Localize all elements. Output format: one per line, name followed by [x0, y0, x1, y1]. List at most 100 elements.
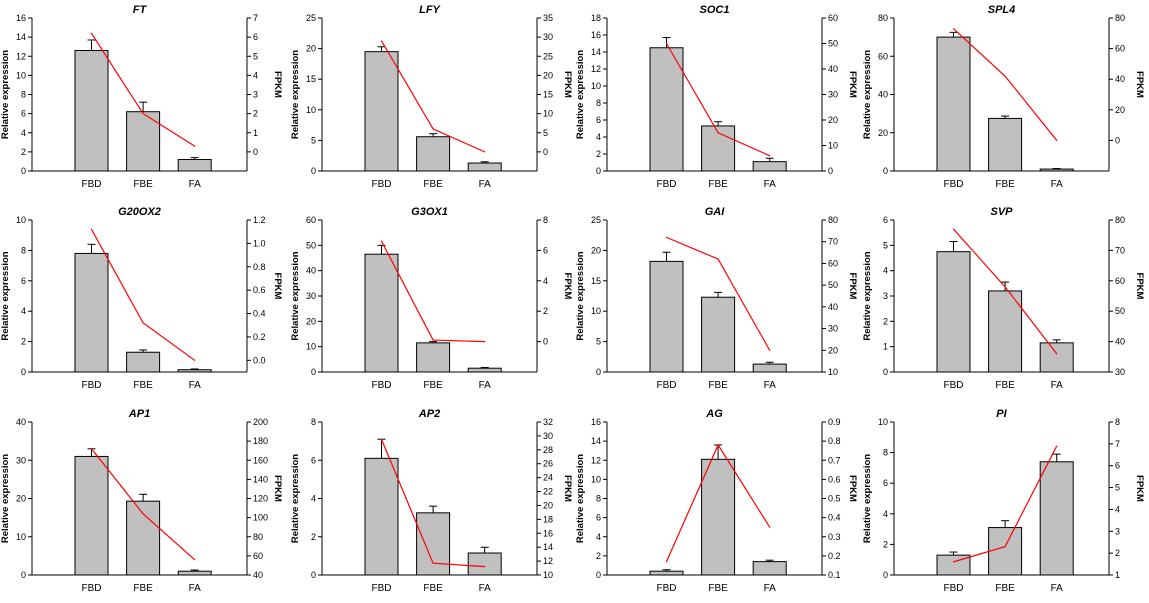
right-tick-label: 1.0 [253, 238, 266, 248]
y2-axis-label: FPKM [1134, 475, 1145, 502]
panel-title: AG [705, 408, 723, 420]
left-tick-label: 6 [21, 109, 26, 119]
right-tick-label: 5 [1115, 483, 1120, 493]
right-tick-label: 0 [543, 147, 548, 157]
right-tick-label: 60 [1115, 44, 1125, 54]
bar [1039, 461, 1074, 576]
left-tick-label: 2 [883, 316, 888, 326]
fpkm-point [90, 448, 93, 450]
y2-axis-label: FPKM [272, 71, 283, 98]
left-tick-label: 10 [16, 532, 26, 542]
right-tick-label: 0.9 [828, 417, 841, 427]
left-tick-label: 4 [21, 306, 26, 316]
fpkm-point [194, 145, 196, 147]
bar [74, 252, 109, 373]
y2-axis-label: FPKM [1134, 273, 1145, 300]
right-tick-label: 0.6 [828, 474, 841, 484]
right-tick-label: 14 [543, 542, 553, 552]
right-tick-label: 0 [543, 337, 548, 347]
y2-axis-label: FPKM [272, 273, 283, 300]
left-tick-label: 4 [883, 509, 888, 519]
fpkm-point [1056, 353, 1058, 355]
left-tick-label: 14 [591, 47, 601, 57]
category-label: FA [189, 380, 202, 391]
y2-axis-label: FPKM [847, 475, 858, 502]
y-axis-label: Relative expression [575, 454, 586, 543]
fpkm-point [952, 28, 955, 30]
left-tick-label: 10 [306, 342, 316, 352]
fpkm-point [432, 128, 434, 130]
right-tick-label: 2 [543, 306, 548, 316]
bar [988, 117, 1023, 172]
fpkm-point [1004, 75, 1006, 77]
category-label: FBD [372, 380, 392, 391]
right-tick-label: 160 [253, 455, 268, 465]
left-tick-label: 6 [21, 276, 26, 286]
left-tick-label: 25 [306, 13, 316, 23]
right-tick-label: 20 [828, 345, 838, 355]
right-tick-label: 80 [828, 215, 838, 225]
bar [988, 527, 1023, 576]
left-tick-label: 6 [596, 115, 601, 125]
bar [126, 351, 161, 373]
left-tick-label: 5 [311, 135, 316, 145]
left-tick-label: 10 [878, 417, 888, 427]
category-label: FA [479, 583, 492, 594]
y-axis-label: Relative expression [862, 454, 873, 543]
left-tick-label: 16 [16, 13, 26, 23]
left-tick-label: 0 [596, 570, 601, 580]
panel-title: AP2 [418, 408, 440, 420]
right-tick-label: 16 [543, 528, 553, 538]
category-label: FBE [423, 380, 443, 391]
left-tick-label: 50 [306, 240, 316, 250]
bar [752, 363, 787, 373]
category-label: FBE [708, 179, 728, 190]
category-label: FBE [708, 380, 728, 391]
bar [126, 111, 161, 172]
panel-title: FT [133, 4, 148, 16]
right-tick-label: 5 [253, 51, 258, 61]
panel-title: G20OX2 [118, 206, 161, 218]
fpkm-point [717, 258, 719, 260]
fpkm-point [142, 513, 144, 515]
fpkm-point [769, 526, 771, 528]
panel-title: G3OX1 [411, 206, 448, 218]
fpkm-point [769, 349, 771, 351]
bar [126, 500, 161, 576]
category-label: FBD [944, 583, 964, 594]
right-tick-label: 1 [253, 128, 258, 138]
left-tick-label: 0 [883, 166, 888, 176]
right-tick-label: 20 [543, 70, 553, 80]
bar [701, 458, 736, 576]
fpkm-point [432, 339, 434, 341]
chart-panel-ag: AG 0 2 4 6 8 10 12 14 16 0.1 0.2 0.3 0.4 0.5 0.6 0.7 0.8 0… [575, 408, 858, 594]
right-tick-label: 10 [543, 109, 553, 119]
y-axis-label: Relative expression [862, 50, 873, 139]
y2-axis-label: FPKM [1134, 71, 1145, 98]
left-tick-label: 0 [883, 570, 888, 580]
left-tick-label: 4 [311, 494, 316, 504]
fpkm-point [1056, 445, 1058, 447]
y-axis-label: Relative expression [0, 454, 11, 543]
left-tick-label: 40 [16, 417, 26, 427]
panel-title: GAI [705, 206, 726, 218]
right-tick-label: 1.2 [253, 215, 266, 225]
left-tick-label: 0 [21, 166, 26, 176]
fpkm-point [90, 228, 93, 230]
y2-axis-label: FPKM [847, 273, 858, 300]
fpkm-point [484, 566, 486, 568]
category-label: FBE [995, 179, 1015, 190]
right-tick-label: 20 [1115, 105, 1125, 115]
left-tick-label: 14 [16, 32, 26, 42]
right-tick-label: 40 [828, 64, 838, 74]
left-tick-label: 8 [311, 417, 316, 427]
right-tick-label: 10 [828, 141, 838, 151]
bar [649, 260, 684, 373]
right-tick-label: 30 [828, 90, 838, 100]
category-label: FBE [995, 380, 1015, 391]
left-tick-label: 6 [883, 215, 888, 225]
left-tick-label: 12 [591, 64, 601, 74]
right-tick-label: 0 [253, 147, 258, 157]
left-tick-label: 4 [21, 128, 26, 138]
